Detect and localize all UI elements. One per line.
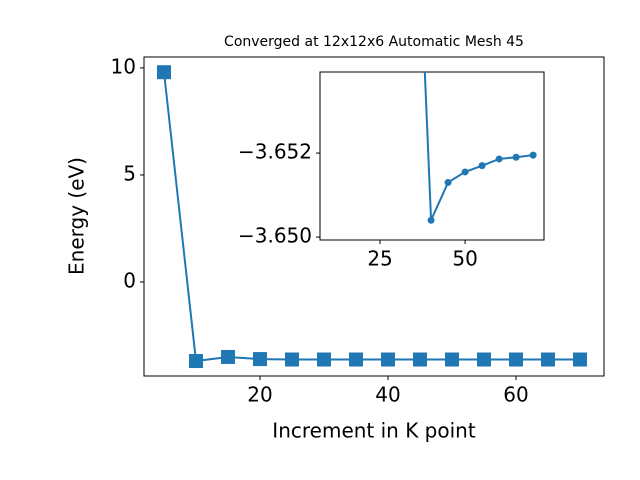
marker bbox=[529, 151, 537, 159]
x-tick-label: 20 bbox=[247, 383, 272, 407]
x-tick-label: 50 bbox=[452, 247, 477, 271]
marker bbox=[317, 352, 331, 367]
x-tick-label: 40 bbox=[375, 383, 400, 407]
marker bbox=[445, 352, 459, 367]
x-axis-label: Increment in K point bbox=[272, 419, 476, 443]
marker bbox=[157, 65, 171, 80]
marker bbox=[413, 352, 427, 367]
marker bbox=[495, 155, 503, 163]
y-axis-label: Energy (eV) bbox=[65, 157, 89, 275]
y-tick-label: 10 bbox=[111, 54, 136, 78]
x-tick-label: 60 bbox=[503, 383, 528, 407]
chart-title: Converged at 12x12x6 Automatic Mesh 45 bbox=[224, 34, 524, 50]
series-group bbox=[157, 65, 587, 369]
y-tick-label: 0 bbox=[123, 269, 136, 293]
marker bbox=[512, 153, 520, 161]
marker bbox=[444, 178, 452, 186]
marker bbox=[509, 352, 523, 367]
series-group bbox=[423, 72, 537, 224]
marker bbox=[349, 352, 363, 367]
marker bbox=[478, 162, 486, 170]
marker bbox=[253, 352, 267, 367]
marker bbox=[541, 352, 555, 367]
y-tick-label: −3.650 bbox=[238, 224, 312, 248]
marker bbox=[221, 349, 235, 364]
x-tick-label: 25 bbox=[367, 247, 392, 271]
y-tick-label: 5 bbox=[123, 161, 136, 185]
y-tick-label: −3.652 bbox=[238, 140, 312, 164]
marker bbox=[381, 352, 395, 367]
marker bbox=[573, 352, 587, 367]
marker bbox=[285, 352, 299, 367]
marker bbox=[477, 352, 491, 367]
plot-area bbox=[319, 71, 545, 241]
marker bbox=[427, 216, 435, 224]
marker bbox=[189, 354, 203, 369]
marker bbox=[461, 168, 469, 176]
